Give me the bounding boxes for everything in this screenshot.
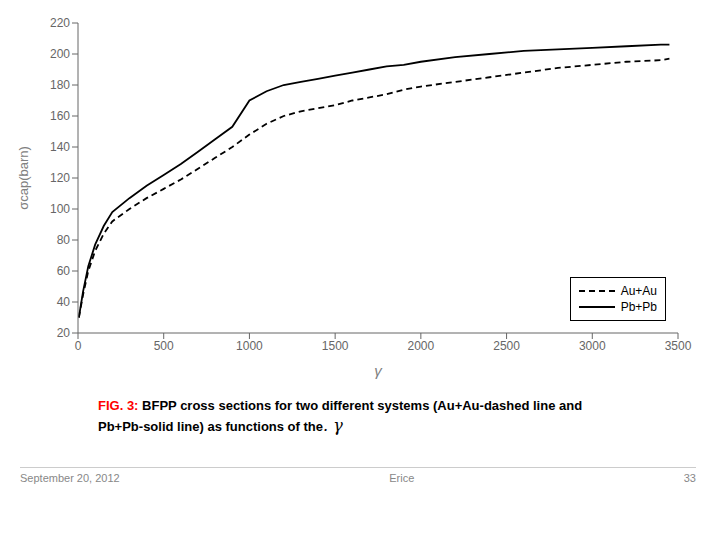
html-text:Pb+Pb-solid line) as functions: Pb+Pb-solid line) as functions of the. γ [98, 416, 343, 435]
svg-text:3500: 3500 [665, 339, 692, 353]
svg-text:60: 60 [57, 264, 71, 278]
svg-text:0: 0 [75, 339, 82, 353]
svg-text:3000: 3000 [579, 339, 606, 353]
svg-text:1000: 1000 [236, 339, 263, 353]
html-text:Pb+Pb: Pb+Pb [620, 300, 657, 314]
svg-text:2500: 2500 [493, 339, 520, 353]
svg-text:2000: 2000 [408, 339, 435, 353]
html-text:33: 33 [683, 472, 696, 484]
html-text:Erice: Erice [389, 472, 415, 484]
svg-text:500: 500 [154, 339, 174, 353]
svg-text:180: 180 [50, 78, 70, 92]
html-text:September 20, 2012: September 20, 2012 [20, 472, 120, 484]
svg-text:220: 220 [50, 16, 70, 30]
html-text:Au+Au: Au+Au [620, 284, 657, 298]
svg-text:20: 20 [57, 326, 71, 340]
svg-text:120: 120 [50, 171, 70, 185]
svg-text:80: 80 [57, 233, 71, 247]
svg-text:40: 40 [57, 295, 71, 309]
svg-text:γ: γ [374, 362, 383, 379]
svg-text:100: 100 [50, 202, 70, 216]
svg-text:σcap(barn): σcap(barn) [16, 146, 31, 210]
svg-text:200: 200 [50, 47, 70, 61]
svg-text:160: 160 [50, 109, 70, 123]
html-text:FIG. 3: BFPP cross sections fo: FIG. 3: BFPP cross sections for two diff… [98, 398, 583, 413]
svg-text:1500: 1500 [322, 339, 349, 353]
svg-text:140: 140 [50, 140, 70, 154]
